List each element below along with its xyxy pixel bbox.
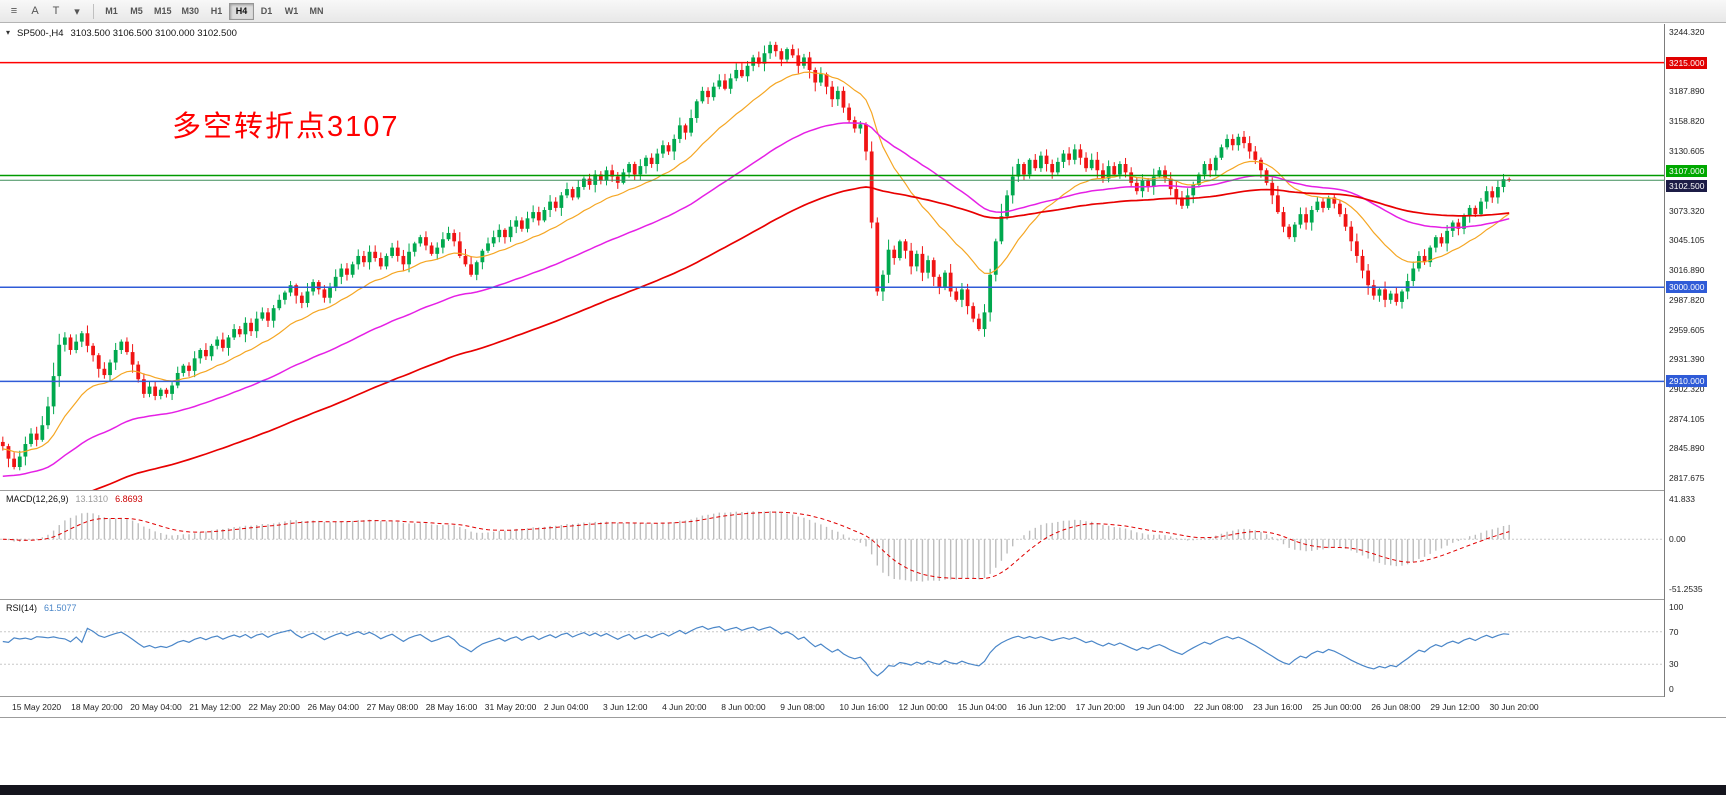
rsi-name: RSI(14) [6,603,38,613]
timeframe-button-h4[interactable]: H4 [229,2,255,20]
axis-bottom-separator [0,717,1726,718]
macd-tick: 0.00 [1669,534,1686,545]
time-label: 22 Jun 08:00 [1194,702,1244,712]
time-label: 15 Jun 04:00 [957,702,1007,712]
price-tick: 3158.820 [1669,116,1705,127]
timeframe-button-m30[interactable]: M30 [181,6,200,16]
rsi-tick: 0 [1669,683,1674,694]
timeframe-button-mn[interactable]: MN [309,6,324,16]
time-label: 31 May 20:00 [484,702,537,712]
text-tool-button[interactable]: T [52,5,60,17]
macd-label: MACD(12,26,9) 13.1310 6.8693 [6,494,143,504]
time-label: 23 Jun 16:00 [1253,702,1303,712]
chart-macd-separator[interactable] [0,490,1726,491]
time-label: 25 Jun 00:00 [1312,702,1362,712]
price-tick: 2845.890 [1669,443,1705,454]
time-axis[interactable]: 15 May 2020 18 May 20:00 20 May 04:00 21 Ma… [0,697,1664,717]
timeframe-button-h1[interactable]: H1 [210,6,223,16]
timeframe-button-m5[interactable]: M5 [130,6,143,16]
ma-slow-line [92,186,1510,490]
price-line-badge: 3107.000 [1666,164,1708,177]
time-label: 10 Jun 16:00 [839,702,889,712]
chart-text-annotation: 多空转折点3107 [172,111,400,143]
symbol-period: SP500-,H4 [17,28,64,39]
price-line-badge: 2910.000 [1666,375,1708,388]
timeframe-button-m1[interactable]: M1 [105,6,118,16]
time-label: 26 Jun 08:00 [1371,702,1421,712]
cursor-a-button[interactable]: A [31,5,39,17]
macd-tick: -51.2535 [1669,583,1703,594]
chart-properties-icon[interactable]: ≡ [10,5,18,17]
collapse-arrow-icon[interactable]: ▾ [6,28,11,37]
dropdown-caret-icon[interactable]: ▾ [74,5,80,18]
price-line-badge: 3215.000 [1666,56,1708,69]
price-tick: 2902.320 [1669,384,1705,395]
time-label: 8 Jun 00:00 [721,702,766,712]
timeframe-button-m15[interactable]: M15 [154,6,172,16]
time-label: 28 May 16:00 [425,702,478,712]
macd-name: MACD(12,26,9) [6,494,69,504]
symbol-info: ▾ SP500-,H4 3103.500 3106.500 3100.000 3… [6,28,237,39]
time-label: 30 Jun 20:00 [1489,702,1539,712]
time-label: 19 Jun 04:00 [1134,702,1185,712]
rsi-tick: 70 [1669,626,1679,637]
time-label: 18 May 20:00 [71,702,123,712]
timeframe-buttons: M1 M5 M15 M30 H1 H4 D1 W1 MN [99,2,329,20]
price-tick: 3130.605 [1669,145,1705,156]
time-label: 21 May 12:00 [189,702,241,712]
time-label: 17 Jun 20:00 [1075,702,1125,712]
time-label: 26 May 04:00 [307,702,360,712]
price-tick: 2931.390 [1669,353,1705,364]
macd-value-main: 13.1310 [75,494,109,504]
time-label: 9 Jun 08:00 [780,702,825,712]
price-tick: 3244.320 [1669,27,1705,38]
price-tick: 2817.675 [1669,472,1705,483]
price-tick: 2874.105 [1669,413,1705,424]
time-label: 3 Jun 12:00 [603,702,648,712]
price-tick: 2959.605 [1669,324,1705,335]
time-label: 15 May 2020 [12,702,62,712]
macd-rsi-separator[interactable] [0,599,1726,600]
time-label: 20 May 04:00 [130,702,182,712]
time-label: 4 Jun 20:00 [662,702,707,712]
time-label: 2 Jun 04:00 [543,702,589,712]
macd-value-signal: 6.8693 [115,494,143,504]
rsi-label: RSI(14) 61.5077 [6,603,77,613]
taskbar[interactable] [0,785,1726,795]
time-label: 16 Jun 12:00 [1016,702,1066,712]
price-line-badge: 3000.000 [1666,281,1708,294]
rsi-axis-separator [0,696,1726,697]
timeframe-button-w1[interactable]: W1 [284,6,299,16]
price-tick: 3073.320 [1669,205,1705,216]
price-tick: 3016.890 [1669,264,1705,275]
macd-tick: 41.833 [1669,493,1695,504]
rsi-layer [0,625,1664,677]
ohlc-values: 3103.500 3106.500 3100.000 3102.500 [70,28,237,39]
price-axis[interactable]: 3244.320 3187.890 3158.820 3130.605 3073.320… [1664,24,1726,697]
toolbar: ≡ A T ▾ M1 M5 M15 M30 H1 H4 D1 W1 MN [0,0,1726,23]
rsi-tick: 100 [1669,602,1684,613]
timeframe-button-d1[interactable]: D1 [260,6,273,16]
rsi-tick: 30 [1669,659,1679,670]
current-price-badge: 3102.500 [1666,180,1708,193]
rsi-value: 61.5077 [44,603,77,613]
time-label: 29 Jun 12:00 [1430,702,1480,712]
toolbar-separator [93,3,94,19]
price-tick: 2987.820 [1669,295,1705,306]
macd-layer [0,511,1664,582]
price-tick: 3187.890 [1669,85,1705,96]
time-label: 27 May 08:00 [366,702,419,712]
ma-fast-line [2,71,1510,453]
price-tick: 3045.105 [1669,235,1705,246]
time-label: 12 Jun 00:00 [898,702,948,712]
time-label: 22 May 20:00 [248,702,300,712]
